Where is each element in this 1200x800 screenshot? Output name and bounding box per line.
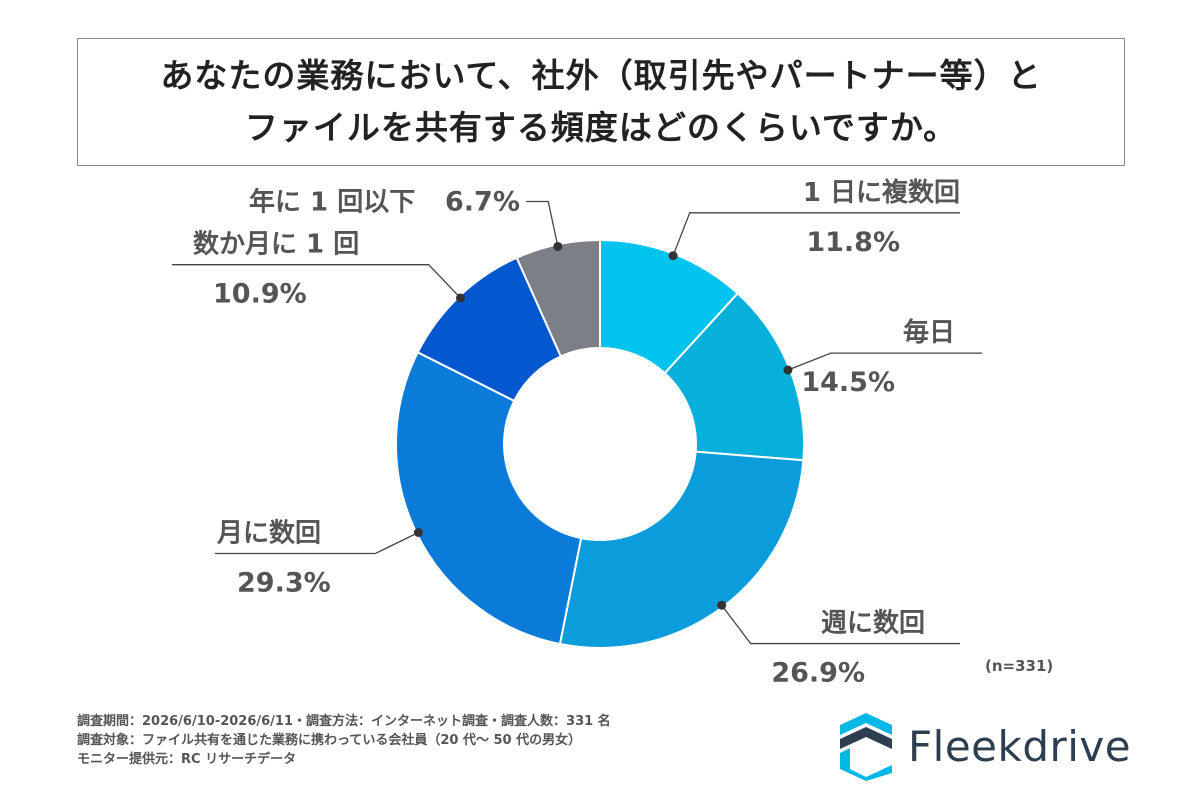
- chart-title-line-2: ファイルを共有する頻度はどのくらいですか。: [244, 108, 958, 147]
- slice-4: [395, 350, 583, 646]
- slice-3: [558, 450, 805, 649]
- slice-value-5: 10.9%: [213, 279, 307, 310]
- brand-logo[interactable]: Fleekdrive: [838, 706, 1138, 786]
- footnote-target: 調査対象：ファイル共有を通じた業務に携わっている会社員（20 代～ 50 代の男…: [77, 733, 582, 748]
- slice-value-6: 6.7%: [445, 186, 520, 217]
- slice-value-3: 26.9%: [771, 658, 865, 689]
- leader-dot-6: [553, 241, 563, 251]
- logo-text: Fleekdrive: [908, 721, 1132, 771]
- slice-label-1: 1 日に複数回: [803, 177, 960, 208]
- leader-lines-group: [172, 200, 982, 645]
- footnote: 調査期間：2026/6/10-2026/6/11・調査方法：インターネット調査・…: [77, 712, 611, 769]
- fleekdrive-logo-icon: [840, 713, 892, 781]
- footnote-source: モニター提供元：RC リサーチデータ: [77, 752, 297, 767]
- footnote-period: 調査期間：2026/6/10-2026/6/11・調査方法：インターネット調査・…: [77, 714, 611, 729]
- slice-label-4: 月に数回: [216, 519, 321, 549]
- chart-title-line-1: あなたの業務において、社外（取引先やパートナー等）と: [160, 56, 1042, 95]
- slice-label-6: 年に 1 回以下: [249, 186, 415, 217]
- slice-label-3: 週に数回: [821, 609, 925, 639]
- slice-value-2: 14.5%: [801, 367, 895, 398]
- leader-line-5: [172, 264, 461, 299]
- leader-dot-1: [668, 251, 678, 261]
- slice-value-4: 29.3%: [237, 568, 331, 599]
- slice-6: [515, 238, 601, 358]
- slices-group: [395, 238, 805, 649]
- sample-size: (n=331): [985, 657, 1054, 675]
- leader-dot-2: [783, 365, 793, 375]
- title-box: あなたの業務において、社外（取引先やパートナー等）と ファイルを共有する頻度はど…: [77, 38, 1125, 166]
- leader-dot-4: [413, 528, 423, 538]
- slice-label-2: 毎日: [903, 318, 955, 348]
- leader-line-6: [526, 200, 559, 247]
- labels-group: 1 日に複数回 11.8% 毎日 14.5% 週に数回 26.9% 月に数回 29.3% 数か月…: [193, 177, 960, 689]
- leader-line-3: [721, 604, 960, 645]
- leader-line-1: [672, 212, 960, 256]
- leader-dot-5: [455, 293, 465, 303]
- slice-2: [663, 292, 805, 462]
- slice-label-5: 数か月に 1 回: [193, 230, 359, 260]
- leader-line-2: [787, 352, 982, 371]
- leader-line-4: [215, 531, 419, 555]
- leader-dot-3: [717, 600, 727, 610]
- slice-value-1: 11.8%: [806, 227, 900, 258]
